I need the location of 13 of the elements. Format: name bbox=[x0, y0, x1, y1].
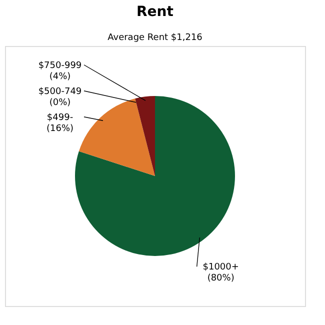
slice-label: $499- bbox=[46, 112, 74, 123]
text: (0%) bbox=[49, 98, 71, 108]
data-label: (16%) bbox=[46, 124, 74, 134]
pie-slice bbox=[75, 96, 235, 256]
chart-title: Rent bbox=[136, 4, 174, 20]
slice-label: $1000+ bbox=[202, 262, 239, 273]
category-label: $500-749 bbox=[38, 86, 82, 97]
chart-subtitle: Average Rent $1,216 bbox=[108, 33, 203, 43]
pie-slice bbox=[78, 98, 155, 176]
slice-label: $750-999 bbox=[38, 60, 82, 71]
data-label: (4%) bbox=[49, 72, 71, 82]
data-label: (80%) bbox=[207, 274, 234, 284]
pie-slice bbox=[135, 96, 155, 176]
